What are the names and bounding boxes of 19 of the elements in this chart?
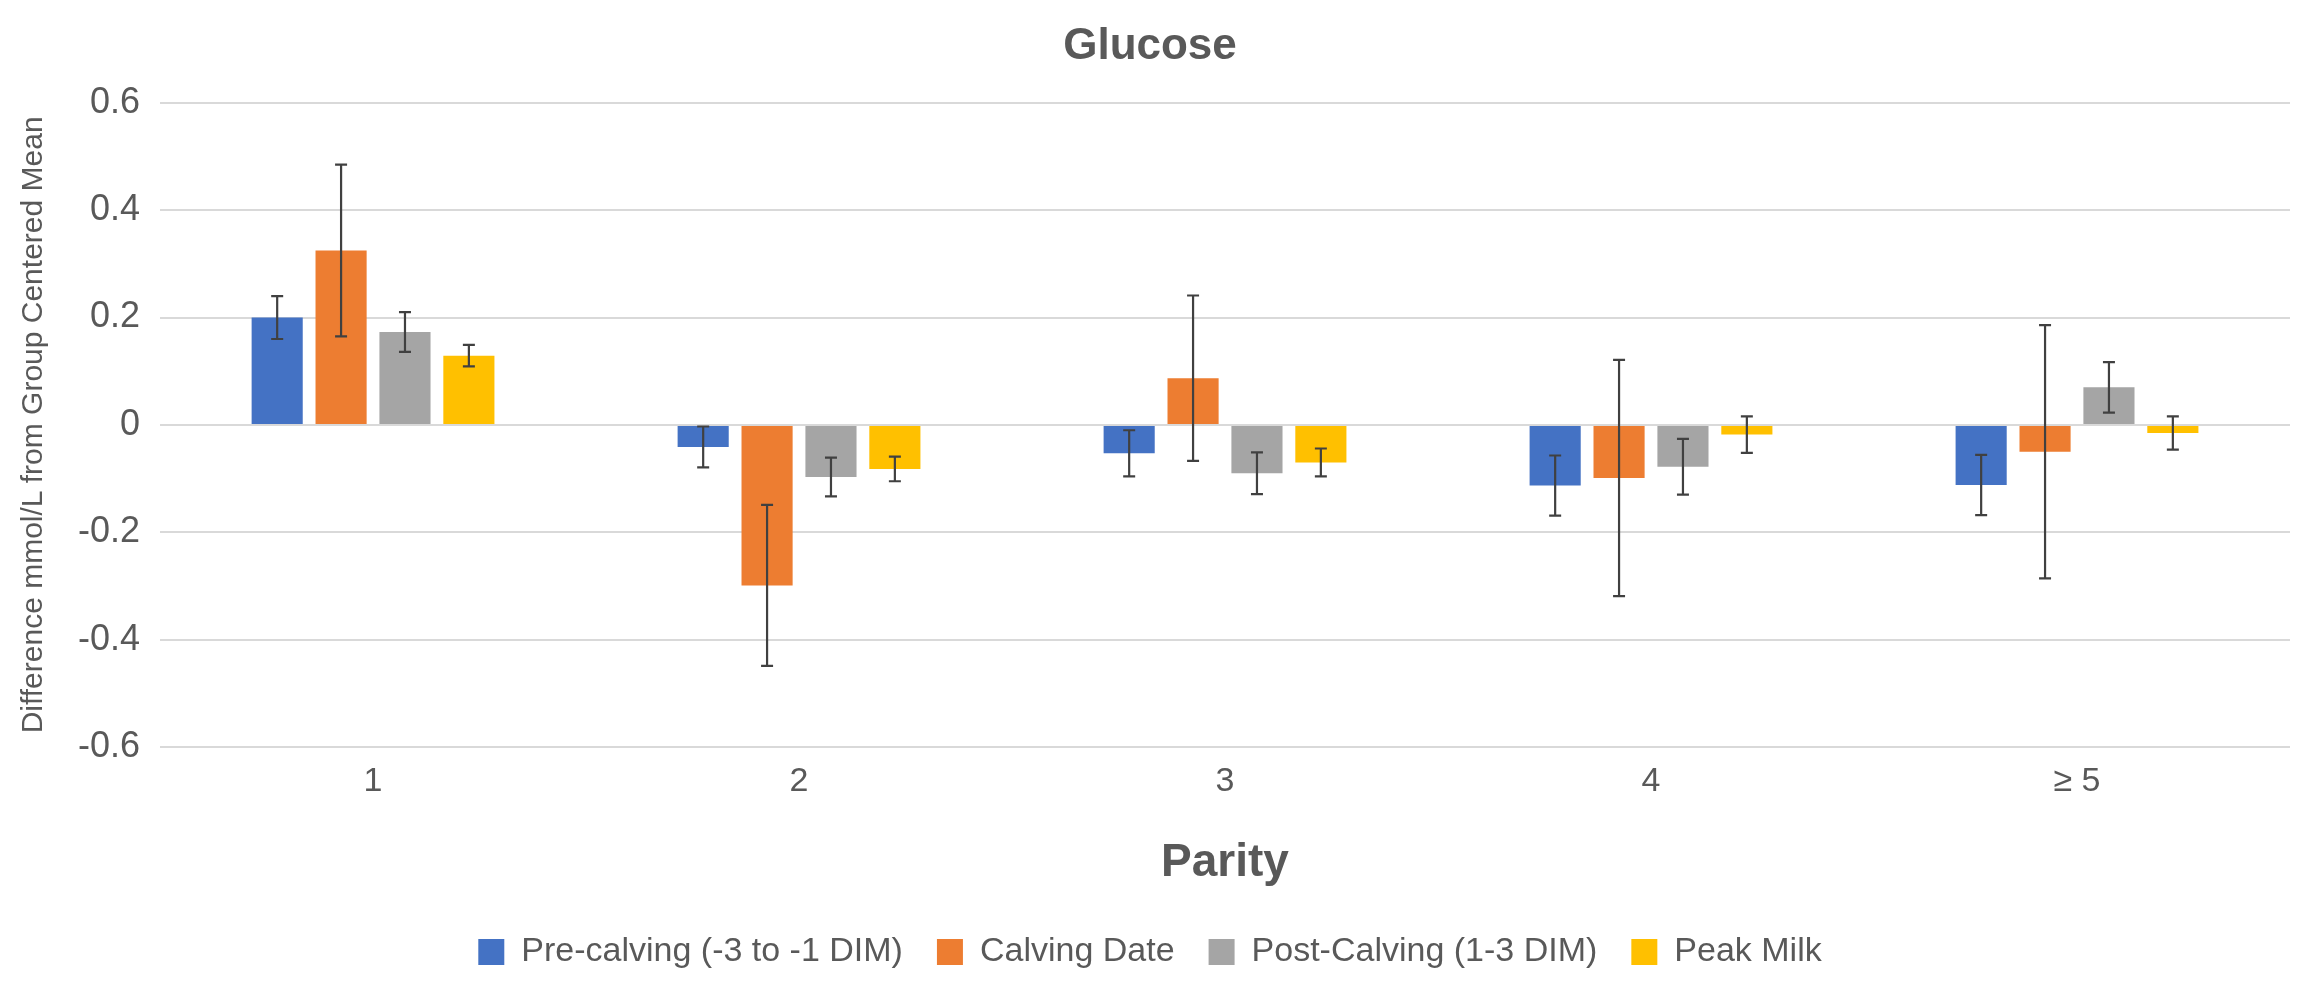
x-tick-label: 3 [1215,759,1235,798]
y-tick-label: -0.4 [77,616,141,658]
legend-label: Post-Calving (1-3 DIM) [1251,930,1598,969]
x-axis-title: Parity [1161,834,1290,887]
y-tick-label: 0.2 [89,294,141,336]
y-tick-label: 0.6 [89,79,141,121]
y-tick-label: -0.6 [77,723,141,765]
legend-label: Pre-calving (-3 to -1 DIM) [521,930,903,969]
legend-label: Peak Milk [1674,930,1823,969]
chart-title: Glucose [1063,18,1237,68]
y-tick-label: -0.2 [77,509,141,551]
legend-label: Calving Date [979,930,1175,969]
x-tick-label: 1 [363,759,383,798]
y-axis-title: Difference mmol/L from Group Centered Mean [15,116,49,734]
y-tick-label: 0 [120,401,141,443]
x-tick-label: ≥ 5 [2053,759,2101,798]
x-tick-label: 2 [789,759,809,798]
x-tick-label: 4 [1641,759,1661,798]
y-tick-label: 0.4 [89,187,141,229]
